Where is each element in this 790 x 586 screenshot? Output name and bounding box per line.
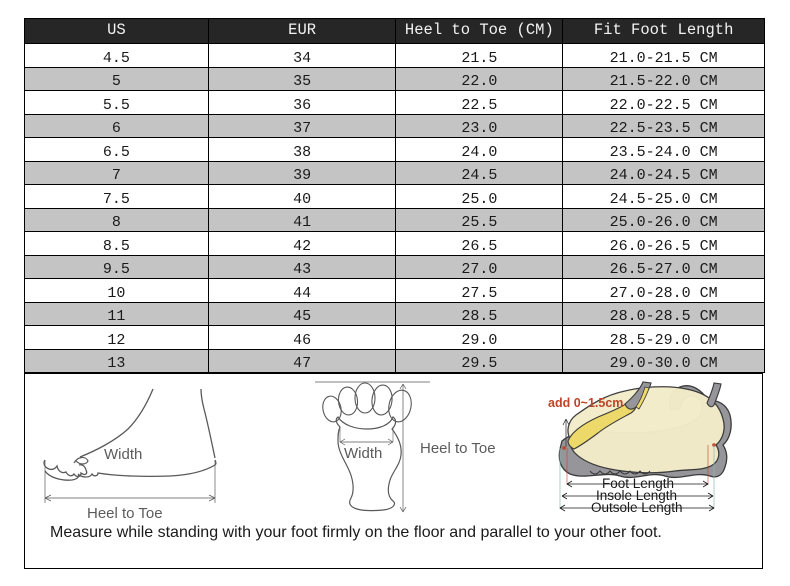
svg-text:Heel to Toe: Heel to Toe — [87, 505, 163, 522]
svg-text:Heel to Toe: Heel to Toe — [420, 440, 496, 457]
svg-text:Width: Width — [344, 445, 382, 462]
svg-text:add 0~1.5cm: add 0~1.5cm — [548, 396, 623, 410]
svg-text:Width: Width — [104, 446, 142, 463]
svg-text:Outsole Length: Outsole Length — [591, 500, 683, 515]
